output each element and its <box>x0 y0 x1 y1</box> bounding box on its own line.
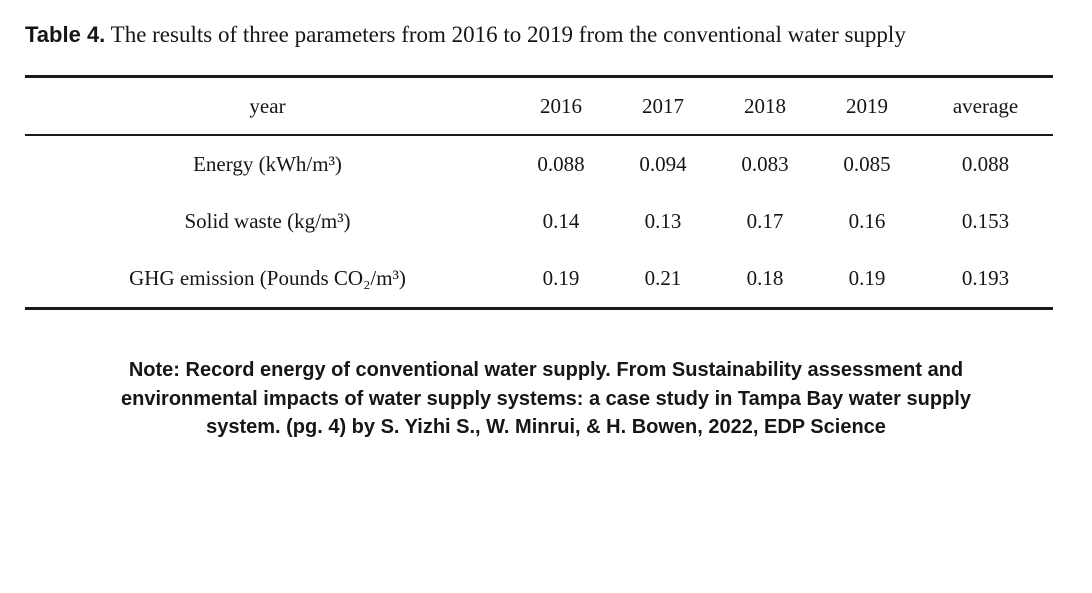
results-table: year 2016 2017 2018 2019 average Energy … <box>25 75 1053 310</box>
cell-solid-waste-2018: 0.17 <box>746 209 784 233</box>
cell-ghg-emission-2016: 0.19 <box>542 266 580 290</box>
cell-energy-2016: 0.088 <box>537 152 585 176</box>
cell-solid-waste-2016: 0.14 <box>542 209 580 233</box>
cell-solid-waste-average: 0.153 <box>961 209 1010 233</box>
column-header-average: average <box>918 76 1053 136</box>
document-page: Table 4. The results of three parameters… <box>0 21 1092 593</box>
cell-ghg-emission-average: 0.193 <box>961 266 1010 290</box>
table-caption-text: The results of three parameters from 201… <box>110 22 906 47</box>
cell-energy-2018: 0.083 <box>741 152 789 176</box>
cell-energy-2019: 0.085 <box>843 152 891 176</box>
cell-energy-2017: 0.094 <box>639 152 687 176</box>
cell-ghg-emission-2017: 0.21 <box>644 266 682 290</box>
table-row-ghg-emission: GHG emission (Pounds CO₂/m³) 0.19 0.21 0… <box>25 250 1053 309</box>
cell-energy-average: 0.088 <box>961 152 1010 176</box>
table-caption: Table 4. The results of three parameters… <box>25 21 1092 49</box>
table-header-row: year 2016 2017 2018 2019 average <box>25 76 1053 136</box>
column-header-2018: 2018 <box>714 76 816 136</box>
source-note-line: Note: Record energy of conventional wate… <box>128 359 964 381</box>
cell-ghg-emission-2019: 0.19 <box>848 266 886 290</box>
table-caption-label: Table 4. <box>25 22 106 47</box>
source-note-line: environmental impacts of water supply sy… <box>121 387 971 410</box>
row-label-solid-waste: Solid waste (kg/m³) <box>184 209 351 233</box>
row-label-ghg-emission: GHG emission (Pounds CO₂/m³) <box>129 266 406 290</box>
column-header-2016: 2016 <box>510 76 612 136</box>
table-row-energy: Energy (kWh/m³) 0.088 0.094 0.083 0.085 … <box>25 135 1053 193</box>
row-label-energy: Energy (kWh/m³) <box>193 152 342 176</box>
cell-ghg-emission-2018: 0.18 <box>746 266 784 290</box>
source-note: Note: Record energy of conventional wate… <box>0 356 1092 442</box>
column-header-2017: 2017 <box>612 76 714 136</box>
cell-solid-waste-2019: 0.16 <box>848 209 886 233</box>
column-header-2019: 2019 <box>816 76 918 136</box>
source-note-line: system. (pg. 4) by S. Yizhi S., W. Minru… <box>206 416 886 438</box>
column-header-year: year <box>25 76 510 136</box>
table-row-solid-waste: Solid waste (kg/m³) 0.14 0.13 0.17 0.16 … <box>25 193 1053 250</box>
cell-solid-waste-2017: 0.13 <box>644 209 682 233</box>
